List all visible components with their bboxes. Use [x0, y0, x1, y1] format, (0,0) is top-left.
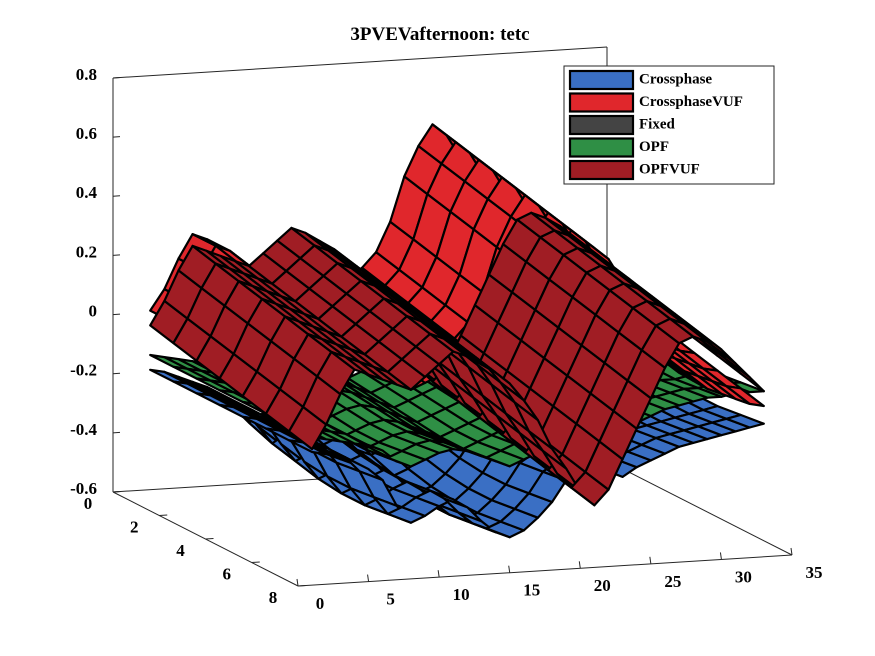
tick-labels: -0.6 -0.4 -0.2 0 0.2 0.4 0.6 0.8 0 5 10 15 20 25 30 35 0… — [70, 65, 822, 613]
y-tick-label: 2 — [130, 517, 139, 536]
legend-swatch — [568, 69, 635, 91]
z-tick-label: -0.2 — [70, 361, 97, 380]
legend-label: Fixed — [639, 116, 675, 132]
x-tick-label: 0 — [316, 594, 325, 613]
y-tick-mark — [251, 561, 260, 563]
legend-label: Crossphase — [639, 71, 712, 87]
chart-title: 3PVEVafternoon: tetc — [350, 24, 529, 45]
y-tick-mark — [159, 514, 168, 516]
z-tick-mark — [112, 372, 121, 375]
x-tick-mark — [508, 565, 511, 573]
z-tick-label: 0.4 — [76, 183, 98, 202]
legend-swatch — [568, 159, 635, 181]
z-tick-mark — [112, 431, 121, 434]
surface-cell — [725, 358, 765, 393]
z-tick-label: -0.4 — [70, 420, 97, 439]
surface-layer — [149, 123, 765, 539]
x-tick-label: 15 — [523, 581, 540, 600]
y-tick-label: 0 — [84, 494, 93, 513]
y-tick-label: 4 — [176, 541, 185, 560]
x-tick-mark — [719, 552, 722, 560]
x-tick-mark — [578, 561, 581, 569]
x-tick-mark — [296, 578, 299, 587]
x-tick-mark — [649, 556, 652, 564]
legend-label: OPFVUF — [639, 161, 700, 177]
surface-opfvuf — [149, 211, 765, 507]
z-tick-mark — [112, 195, 121, 197]
z-tick-label: 0.6 — [76, 124, 97, 143]
x-axis-line — [297, 554, 793, 587]
z-tick-mark — [112, 254, 121, 256]
x-tick-label: 30 — [735, 567, 752, 586]
y-tick-label: 6 — [223, 564, 232, 583]
x-tick-label: 5 — [386, 590, 395, 609]
z-tick-label: 0.2 — [76, 242, 97, 261]
x-tick-mark — [437, 570, 440, 578]
back-top-edge — [112, 46, 608, 79]
legend: Crossphase CrossphaseVUF Fixed OPF OPFVUF — [563, 65, 775, 185]
legend-swatch — [568, 137, 635, 158]
x-tick-label: 35 — [806, 563, 823, 582]
right-floor-edge — [606, 460, 793, 556]
y-tick-label: 8 — [269, 588, 278, 607]
y-tick-mark — [112, 491, 122, 493]
surface-cell — [725, 413, 765, 429]
x-tick-label: 25 — [664, 572, 681, 591]
legend-swatch — [568, 114, 635, 136]
surface-cell — [725, 385, 765, 408]
y-tick-mark — [205, 538, 214, 540]
legend-label: OPF — [639, 139, 669, 155]
z-tick-label: 0.8 — [76, 65, 97, 84]
z-tick-mark — [112, 313, 121, 316]
x-tick-mark — [790, 547, 793, 556]
legend-swatch — [568, 92, 635, 113]
z-tick-mark — [112, 136, 121, 138]
z-tick-mark — [112, 77, 121, 79]
x-tick-label: 20 — [594, 576, 611, 595]
x-tick-mark — [367, 574, 370, 582]
z-tick-label: 0 — [89, 302, 98, 321]
x-tick-label: 10 — [453, 585, 470, 604]
y-tick-mark — [297, 585, 307, 587]
legend-label: CrossphaseVUF — [639, 94, 743, 110]
z-tick-label: -0.6 — [70, 479, 97, 498]
